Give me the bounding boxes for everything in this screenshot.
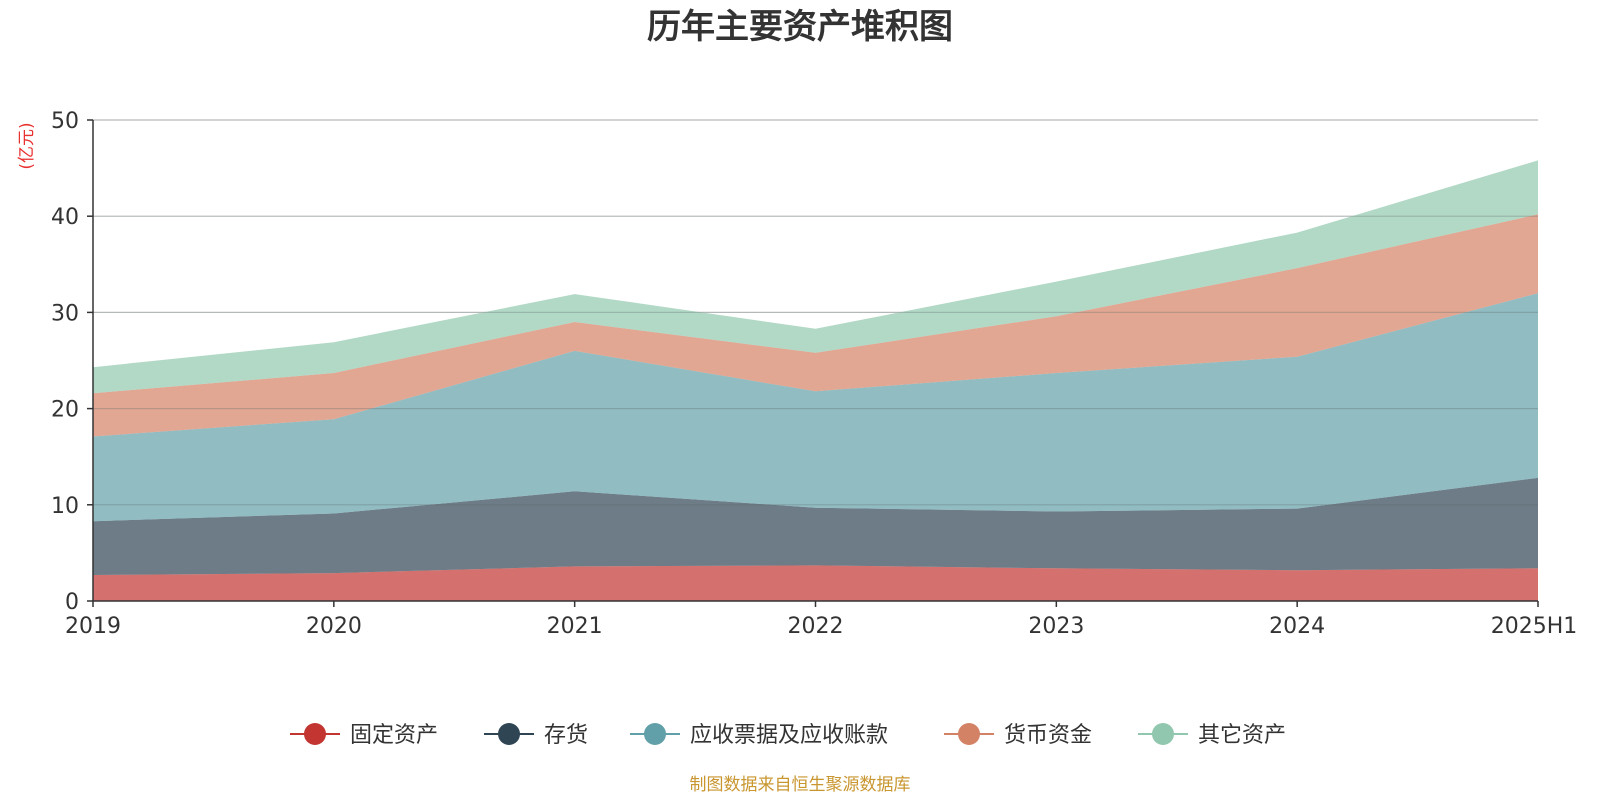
legend-label: 固定资产 — [350, 723, 438, 748]
legend-marker — [644, 723, 666, 745]
area-series-4 — [93, 214, 1538, 437]
area-series-2 — [93, 477, 1538, 575]
y-tick-label: 10 — [51, 494, 79, 519]
legend-label: 应收票据及应收账款 — [690, 723, 888, 748]
x-tick-label: 2019 — [65, 614, 121, 639]
y-axis-unit-label: (亿元) — [17, 122, 37, 169]
x-tick-label: 2025H1 — [1491, 614, 1578, 639]
legend-item-4[interactable]: 货币资金 — [944, 723, 1092, 748]
legend-item-2[interactable]: 存货 — [484, 723, 588, 748]
legend-label: 其它资产 — [1198, 723, 1286, 748]
x-tick-label: 2021 — [547, 614, 603, 639]
chart-title: 历年主要资产堆积图 — [647, 7, 953, 47]
legend-item-1[interactable]: 固定资产 — [290, 723, 438, 748]
legend-item-5[interactable]: 其它资产 — [1138, 723, 1286, 748]
legend-label: 存货 — [544, 723, 588, 748]
plot-area: 0 10 20 30 40 50 2019 2020 2021 2022 2023 2024 2025H… — [51, 109, 1577, 639]
y-tick-label: 40 — [51, 205, 79, 230]
legend-marker — [958, 723, 980, 745]
y-tick-label: 20 — [51, 398, 79, 423]
y-tick-label: 30 — [51, 301, 79, 326]
x-tick-label: 2020 — [306, 614, 362, 639]
x-tick-label: 2024 — [1269, 614, 1325, 639]
area-series-1 — [93, 565, 1538, 601]
area-series-3 — [93, 293, 1538, 522]
legend: 固定资产 存货 应收票据及应收账款 货币资金 其它资产 — [290, 723, 1286, 748]
legend-marker — [498, 723, 520, 745]
x-tick-label: 2022 — [788, 614, 844, 639]
legend-label: 货币资金 — [1004, 723, 1092, 748]
area-series-5 — [93, 160, 1538, 394]
source-note: 制图数据来自恒生聚源数据库 — [690, 775, 911, 795]
y-tick-label: 50 — [51, 109, 79, 134]
legend-item-3[interactable]: 应收票据及应收账款 — [630, 723, 888, 748]
y-tick-label: 0 — [65, 590, 79, 615]
legend-marker — [304, 723, 326, 745]
legend-marker — [1152, 723, 1174, 745]
x-tick-label: 2023 — [1028, 614, 1084, 639]
